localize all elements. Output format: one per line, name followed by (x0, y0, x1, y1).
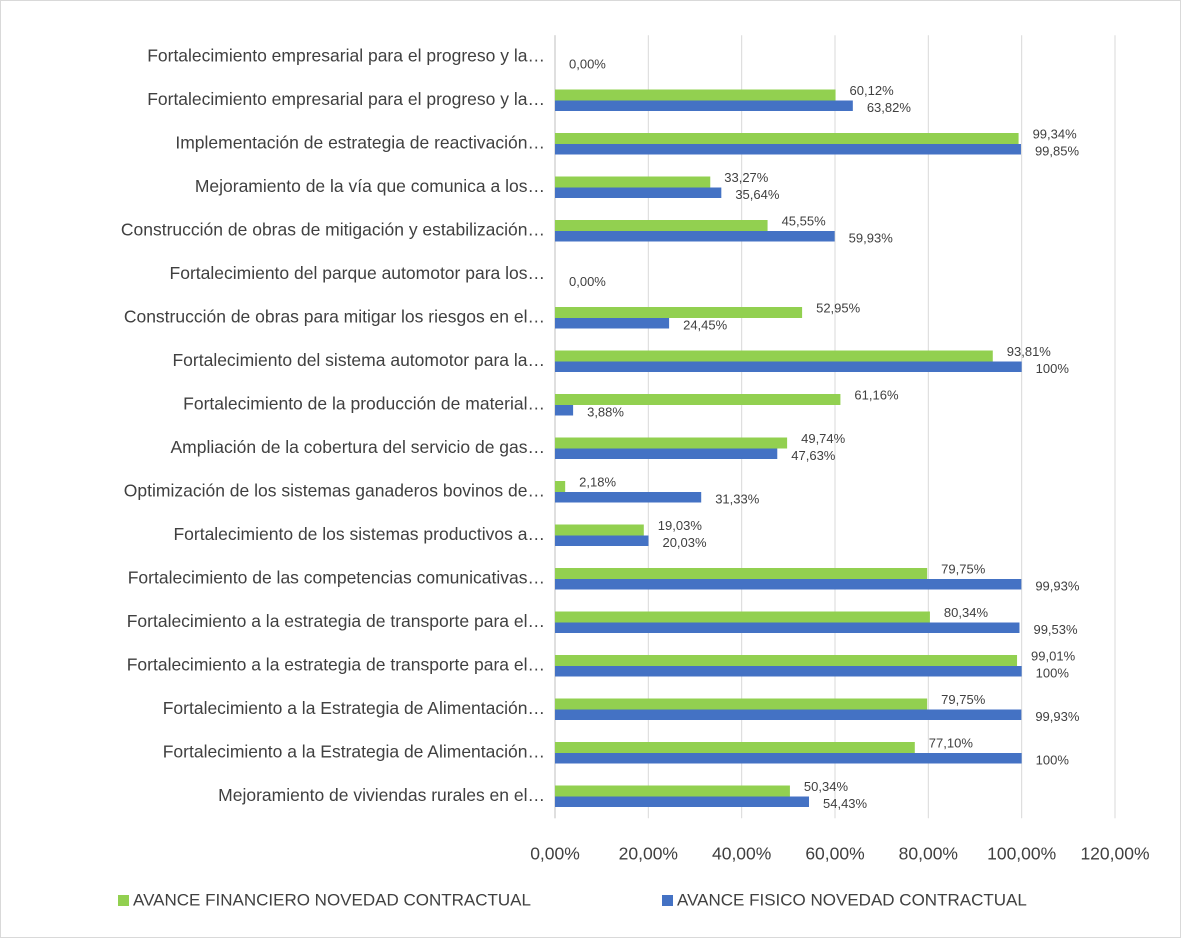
legend-swatch (662, 895, 673, 906)
x-tick-label: 120,00% (1080, 844, 1149, 864)
data-label: 33,27% (724, 170, 769, 185)
category-label: Mejoramiento de la vía que comunica a lo… (195, 176, 545, 196)
category-label: Optimización de los sistemas ganaderos b… (124, 481, 545, 501)
bar (555, 350, 993, 362)
bar (555, 742, 915, 753)
data-label: 100% (1036, 361, 1070, 376)
bar (555, 448, 778, 459)
data-label: 19,03% (658, 518, 703, 533)
data-label: 49,74% (801, 431, 846, 446)
bar (555, 100, 853, 111)
bar (555, 655, 1018, 666)
bar (555, 535, 649, 546)
data-label: 99,53% (1033, 622, 1078, 637)
bar (555, 187, 722, 198)
bar (555, 133, 1019, 144)
data-label: 99,93% (1035, 709, 1080, 724)
category-label: Ampliación de la cobertura del servicio … (171, 437, 546, 457)
x-tick-label: 0,00% (530, 844, 580, 864)
category-label: Implementación de estrategia de reactiva… (175, 133, 545, 153)
category-label: Fortalecimiento de la producción de mate… (183, 394, 545, 414)
data-label: 100% (1036, 665, 1070, 680)
legend-label: AVANCE FISICO NOVEDAD CONTRACTUAL (677, 890, 1027, 909)
x-tick-label: 80,00% (899, 844, 958, 864)
legend-label: AVANCE FINANCIERO NOVEDAD CONTRACTUAL (133, 890, 531, 909)
data-label: 0,00% (569, 274, 606, 289)
category-label: Fortalecimiento a la Estrategia de Alime… (163, 698, 545, 718)
x-tick-label: 40,00% (712, 844, 771, 864)
bar (555, 709, 1022, 720)
bar (555, 622, 1020, 633)
x-tick-label: 100,00% (987, 844, 1056, 864)
bar (555, 361, 1022, 372)
bar (555, 307, 803, 318)
category-label: Fortalecimiento de los sistemas producti… (173, 524, 545, 544)
category-label: Mejoramiento de viviendas rurales en el… (218, 785, 545, 805)
data-label: 99,34% (1033, 126, 1078, 141)
bar (555, 144, 1021, 155)
data-label: 79,75% (941, 692, 986, 707)
bar (555, 666, 1022, 677)
category-label: Fortalecimiento empresarial para el prog… (147, 46, 545, 66)
data-label: 24,45% (683, 317, 728, 332)
data-label: 77,10% (929, 735, 974, 750)
data-label: 52,95% (816, 300, 861, 315)
category-label: Construcción de obras para mitigar los r… (124, 307, 545, 327)
category-label: Fortalecimiento a la estrategia de trans… (127, 611, 545, 631)
data-label: 60,12% (850, 83, 895, 98)
data-label: 93,81% (1007, 344, 1052, 359)
category-label: Fortalecimiento de las competencias comu… (128, 568, 545, 588)
data-label: 45,55% (782, 213, 827, 228)
data-label: 35,64% (735, 187, 780, 202)
x-tick-label: 60,00% (805, 844, 864, 864)
data-label: 99,93% (1035, 578, 1080, 593)
bar (555, 89, 836, 101)
bar (555, 753, 1022, 764)
data-label: 99,85% (1035, 143, 1080, 158)
x-tick-label: 20,00% (619, 844, 678, 864)
category-label: Fortalecimiento a la Estrategia de Alime… (163, 742, 545, 762)
bar (555, 785, 790, 797)
data-label: 59,93% (849, 230, 894, 245)
bar (555, 611, 930, 623)
bar (555, 437, 788, 449)
category-label: Construcción de obras de mitigación y es… (121, 220, 545, 240)
bar (555, 796, 810, 807)
data-label: 61,16% (854, 387, 899, 402)
data-label: 20,03% (662, 535, 707, 550)
data-label: 0,00% (569, 56, 606, 71)
data-label: 2,18% (579, 474, 616, 489)
category-label: Fortalecimiento del sistema automotor pa… (172, 350, 545, 370)
bar (555, 394, 841, 405)
data-label: 100% (1036, 752, 1070, 767)
data-label: 50,34% (804, 779, 849, 794)
bar (555, 698, 928, 710)
data-label: 31,33% (715, 491, 760, 506)
data-label: 99,01% (1031, 648, 1076, 663)
bar (555, 481, 566, 492)
data-label: 47,63% (791, 448, 836, 463)
bar (555, 568, 928, 579)
category-label: Fortalecimiento a la estrategia de trans… (127, 655, 545, 675)
data-label: 63,82% (867, 100, 912, 115)
bar (555, 405, 574, 416)
legend-swatch (118, 895, 129, 906)
category-label: Fortalecimiento empresarial para el prog… (147, 89, 545, 109)
data-label: 54,43% (823, 796, 868, 811)
bar (555, 176, 711, 188)
bar (555, 492, 702, 503)
bar (555, 220, 768, 231)
bar (555, 579, 1022, 590)
data-label: 3,88% (587, 404, 624, 419)
bar (555, 524, 644, 536)
bar (555, 231, 835, 242)
category-label: Fortalecimiento del parque automotor par… (170, 263, 545, 283)
bar (555, 318, 670, 329)
data-label: 79,75% (941, 561, 986, 576)
data-label: 80,34% (944, 605, 989, 620)
